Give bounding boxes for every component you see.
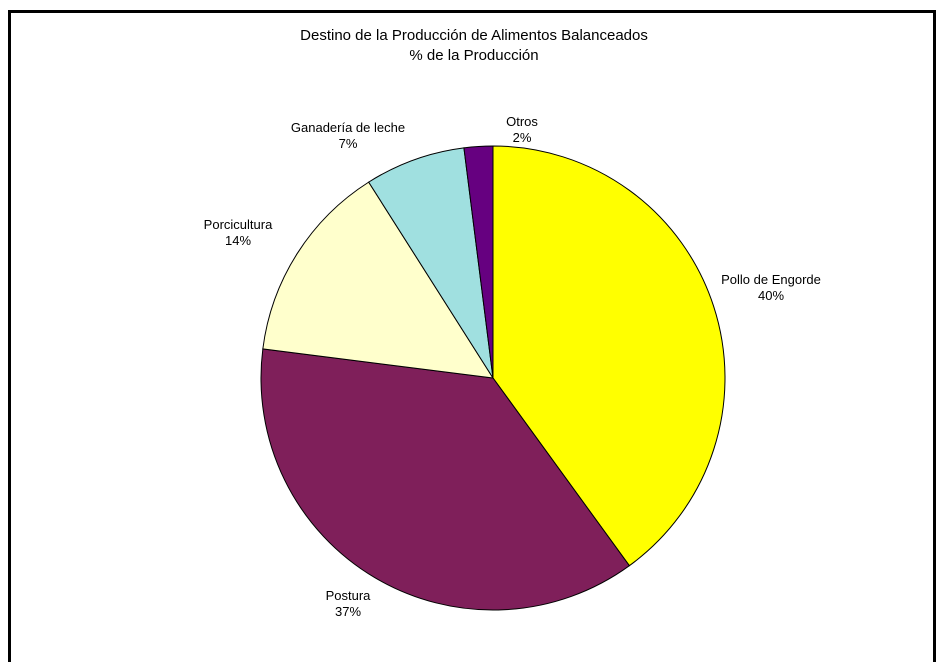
- slice-value-label-2: 14%: [225, 233, 251, 248]
- chart-title: Destino de la Producción de Alimentos Ba…: [300, 27, 648, 44]
- slice-value-label-0: 40%: [758, 288, 784, 303]
- chart-subtitle: % de la Producción: [409, 47, 539, 64]
- slice-value-label-1: 37%: [335, 604, 361, 619]
- slice-label-2: Porcicultura: [204, 217, 273, 232]
- slice-label-1: Postura: [326, 588, 372, 603]
- pie-slice-0: [492, 145, 726, 567]
- pie-slice-3: [367, 147, 494, 379]
- pie-slice-4: [463, 145, 494, 379]
- pie-slice-1: [260, 348, 631, 611]
- slice-label-0: Pollo de Engorde: [721, 272, 821, 287]
- slice-value-label-4: 2%: [513, 130, 532, 145]
- pie-slice-2: [262, 181, 494, 379]
- slice-label-3: Ganadería de leche: [291, 120, 405, 135]
- chart-title-block: Destino de la Producción de Alimentos Ba…: [0, 26, 948, 66]
- slice-label-4: Otros: [506, 114, 538, 129]
- slice-value-label-3: 7%: [339, 136, 358, 151]
